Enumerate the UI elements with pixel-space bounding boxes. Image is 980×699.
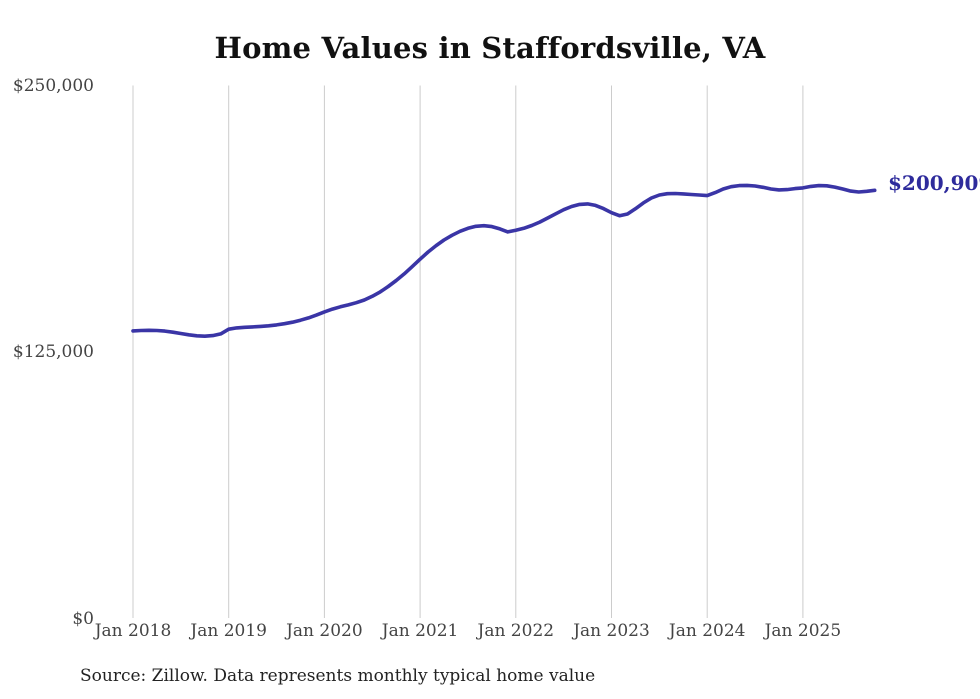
x-tick-jan-2019: Jan 2019 — [190, 621, 267, 641]
x-tick-jan-2021: Jan 2021 — [381, 621, 459, 641]
home-value-line — [131, 183, 877, 339]
y-tick-125000: $125,000 — [12, 342, 94, 363]
y-tick-0: $0 — [72, 609, 94, 629]
x-tick-jan-2024: Jan 2024 — [668, 621, 746, 641]
x-tick-jan-2020: Jan 2020 — [286, 621, 363, 641]
y-tick-250000: $250,000 — [12, 75, 94, 96]
chart-title: Home Values in Staffordsville, VA — [214, 31, 766, 65]
source-note: Source: Zillow. Data represents monthly … — [80, 666, 596, 686]
x-tick-jan-2022: Jan 2022 — [477, 621, 555, 641]
x-tick-jan-2018: Jan 2018 — [94, 621, 172, 641]
latest-value-label: $200,909 — [888, 171, 980, 195]
x-tick-jan-2025: Jan 2025 — [764, 621, 842, 641]
x-tick-jan-2023: Jan 2023 — [573, 621, 650, 641]
